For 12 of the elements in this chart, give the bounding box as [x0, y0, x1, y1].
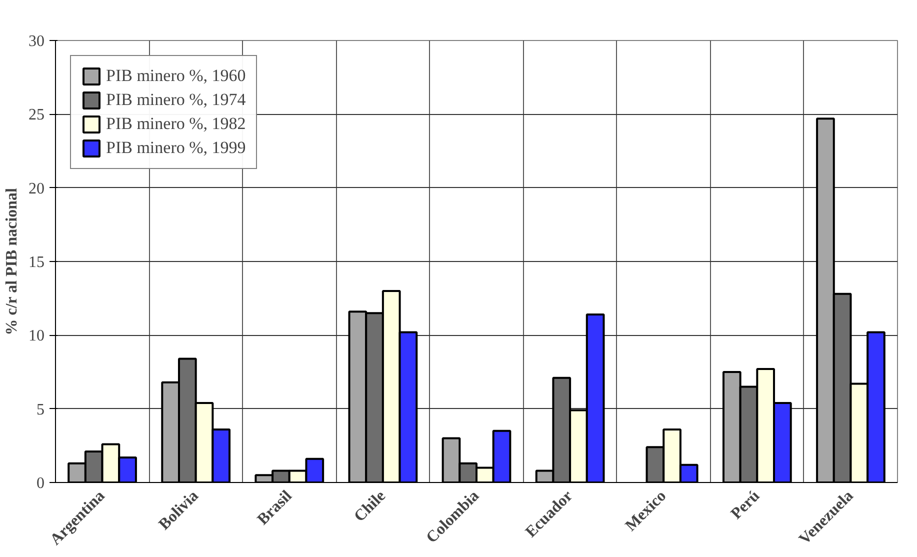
y-tick-label: 10 — [28, 328, 44, 345]
y-tick-label: 5 — [36, 401, 44, 418]
legend-label: PIB minero %, 1999 — [106, 138, 246, 158]
y-tick-label: 15 — [28, 254, 44, 271]
y-tick-label: 0 — [36, 475, 44, 492]
legend-label: PIB minero %, 1974 — [106, 90, 246, 110]
y-tick-label: 20 — [28, 180, 44, 198]
y-axis-title: % c/r al PIB nacional — [4, 187, 20, 336]
legend-label: PIB minero %, 1982 — [106, 114, 246, 134]
y-tick-label: 25 — [28, 106, 44, 124]
legend-label: PIB minero %, 1960 — [106, 66, 246, 86]
y-tick-label: 30 — [28, 33, 44, 50]
